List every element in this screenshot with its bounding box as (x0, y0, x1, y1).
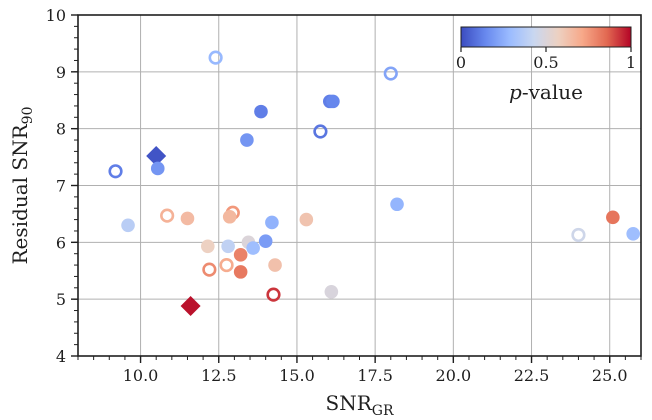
colorbar-tick-label: 1 (626, 53, 636, 72)
data-point-filled (390, 197, 404, 212)
y-axis-title: Residual SNR90 (8, 106, 36, 264)
colorbar-ticks: 0 0.5 1 (456, 47, 636, 72)
data-point-filled (180, 211, 195, 226)
y-tick-label: 6 (56, 233, 66, 252)
data-point-hollow (383, 66, 398, 81)
colorbar-tick-label: 0.5 (533, 53, 558, 72)
x-tick-label: 22.5 (514, 366, 550, 385)
y-tick-label: 9 (56, 63, 66, 82)
y-axis-title-main: Residual SNR (8, 123, 32, 264)
data-point-filled (221, 239, 235, 254)
data-point-filled (254, 104, 268, 119)
data-point-filled (258, 234, 273, 248)
y-tick-label: 5 (56, 290, 66, 309)
data-point-filled (324, 284, 339, 299)
x-axis-title: SNRGR (326, 391, 394, 419)
x-tick-label: 20.0 (436, 366, 472, 385)
data-point-filled (626, 227, 640, 241)
x-tick-label: 10.0 (123, 366, 159, 385)
y-axis-title-sub: 90 (20, 106, 36, 124)
data-point-filled (222, 209, 237, 224)
colorbar-gradient (460, 26, 632, 48)
colorbar-tick-label: 0 (456, 53, 466, 72)
data-point-diamond (180, 295, 201, 316)
data-point-hollow (266, 287, 281, 302)
x-tick-label: 15.0 (279, 366, 315, 385)
data-point-filled (606, 210, 620, 225)
data-points (108, 50, 640, 316)
data-point-hollow (313, 124, 328, 139)
x-tick-label: 17.5 (357, 366, 393, 385)
colorbar-title-p: p (509, 80, 522, 104)
data-point-hollow (202, 262, 217, 277)
data-point-filled (326, 94, 340, 109)
x-axis-title-main: SNR (326, 391, 373, 415)
y-tick-label: 8 (56, 120, 66, 139)
colorbar: 0 0.5 1 p-value (456, 26, 636, 104)
data-point-hollow (208, 50, 223, 65)
x-tick-label: 12.5 (201, 366, 237, 385)
data-point-filled (201, 239, 215, 254)
data-point-hollow (160, 208, 175, 223)
data-point-filled (233, 248, 248, 262)
data-point-hollow (571, 227, 586, 243)
data-point-filled (299, 212, 314, 227)
y-tick-label: 10 (46, 6, 66, 25)
data-point-filled (240, 133, 254, 147)
data-point-diamond (146, 145, 167, 166)
data-point-filled (150, 161, 165, 176)
data-point-filled (246, 241, 260, 255)
data-point-hollow (108, 164, 123, 179)
data-point-filled (233, 265, 248, 279)
data-point-hollow (219, 257, 234, 273)
data-point-filled (268, 258, 282, 272)
x-axis-title-sub: GR (372, 403, 394, 419)
x-tick-label: 25.0 (592, 366, 628, 385)
y-tick-label: 7 (56, 177, 66, 196)
colorbar-title: p-value (509, 80, 583, 104)
data-point-filled (265, 215, 279, 230)
y-tick-label: 4 (56, 347, 66, 366)
data-point-filled (121, 218, 135, 233)
colorbar-title-suffix: -value (522, 80, 583, 104)
